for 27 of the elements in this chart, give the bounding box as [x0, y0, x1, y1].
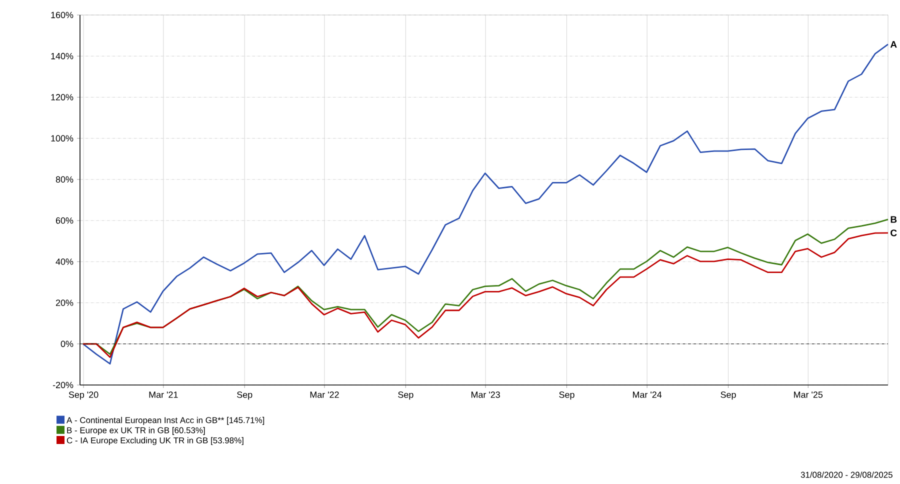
y-tick-label: 140%	[51, 52, 74, 60]
x-tick-label: Sep	[237, 392, 252, 400]
y-tick-label: 120%	[51, 94, 74, 100]
y-tick-label: 60%	[56, 217, 74, 224]
y-tick-label: -20%	[52, 382, 74, 388]
x-tick-label: Mar '23	[471, 392, 500, 398]
x-tick-label: Sep	[720, 392, 736, 400]
x-tick-label: Sep	[398, 392, 414, 400]
x-tick-label: Sep '20	[68, 392, 98, 400]
y-tick-label: 100%	[51, 135, 74, 142]
text: 31/08/2020 - 29/08/2025	[800, 472, 892, 478]
x-tick-label: Mar '24	[632, 392, 662, 398]
legend-label: A - Continental European Inst Acc in GB** [145.71%]	[66, 416, 264, 425]
legend-label: C - IA Europe Excluding UK TR in GB [53.98%]	[66, 437, 244, 446]
y-tick-label: 160%	[51, 12, 74, 18]
annotation: C	[890, 230, 897, 236]
y-tick-label: 0%	[60, 340, 74, 348]
y-tick-label: 80%	[56, 176, 74, 183]
y-tick-label: 40%	[56, 258, 74, 265]
legend-label: B - Europe ex UK TR in GB [60.53%]	[67, 427, 205, 435]
y-tick-label: 20%	[56, 300, 74, 306]
x-tick-label: Mar '21	[149, 392, 178, 398]
x-tick-label: Mar '22	[310, 392, 339, 398]
annotation: B	[890, 216, 897, 223]
x-tick-label: Sep	[559, 392, 574, 400]
x-tick-label: Mar '25	[794, 392, 823, 398]
annotation: A	[890, 41, 897, 48]
